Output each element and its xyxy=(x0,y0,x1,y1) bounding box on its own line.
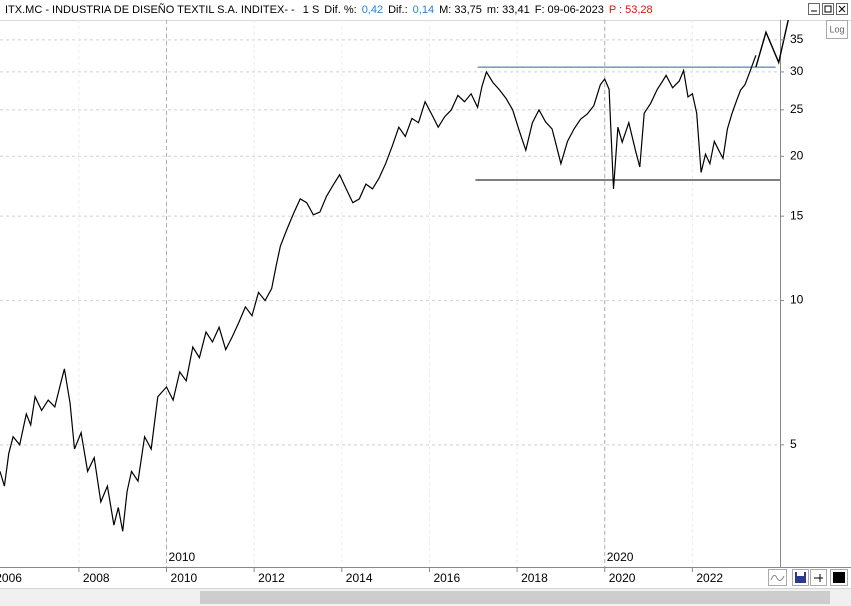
icon xyxy=(824,5,832,13)
icon xyxy=(797,572,804,576)
scrollbar[interactable] xyxy=(0,588,851,606)
icon xyxy=(770,574,785,582)
info-item: 1 S xyxy=(302,4,320,16)
x-tick-label: 2014 xyxy=(346,571,373,585)
info-item: 0,42 xyxy=(361,4,384,16)
x-tick-label: 2006 xyxy=(0,571,22,585)
y-tick-label: 15 xyxy=(790,208,804,222)
info-item: Dif.: xyxy=(388,4,408,16)
x-tick-label: 2008 xyxy=(83,571,110,585)
decade-label: 2020 xyxy=(607,550,634,564)
x-tick-label: 2012 xyxy=(258,571,285,585)
x-tick-label: 2020 xyxy=(609,571,636,585)
y-tick-label: 35 xyxy=(790,32,804,46)
tool-button[interactable] xyxy=(768,569,787,586)
info-item: M: 33,75 xyxy=(439,4,482,16)
x-tick-label: 2010 xyxy=(171,571,198,585)
overlay xyxy=(755,20,789,68)
y-tick-label: 5 xyxy=(790,437,797,451)
price-line xyxy=(0,55,757,532)
chart-title: ITX.MC - INDUSTRIA DE DISEÑO TEXTIL S.A.… xyxy=(5,4,295,16)
y-tick-label: 25 xyxy=(790,102,804,116)
icon xyxy=(833,572,845,583)
window-buttons[interactable] xyxy=(808,3,848,17)
x-tick-label: 2022 xyxy=(696,571,723,585)
info-item: m: 33,41 xyxy=(486,4,530,16)
title-bar: ITX.MC - INDUSTRIA DE DISEÑO TEXTIL S.A.… xyxy=(0,0,851,21)
x-tick-label: 2016 xyxy=(433,571,460,585)
log-button-label: Log xyxy=(829,24,844,34)
projection-line xyxy=(755,20,789,68)
y-tick-label: 30 xyxy=(790,64,804,78)
maximize-button[interactable] xyxy=(822,3,834,15)
info-item: P : 53,28 xyxy=(608,4,653,16)
info-item: 0,14 xyxy=(412,4,435,16)
scroll-thumb[interactable] xyxy=(200,591,830,604)
minimize-button[interactable] xyxy=(808,3,820,15)
y-tick-label: 10 xyxy=(790,293,804,307)
log-button[interactable] xyxy=(826,20,848,39)
decade-label: 2010 xyxy=(169,550,196,564)
x-tick-label: 2018 xyxy=(521,571,548,585)
icon xyxy=(814,574,823,582)
y-tick-label: 20 xyxy=(790,148,804,162)
plot-area: 2010 2020 xyxy=(0,20,780,567)
icon xyxy=(795,572,806,583)
x-axis: 2006 2008 2010 2012 2014 2016 2018 2020 2022 xyxy=(0,568,848,586)
info-item: F: 09-06-2023 xyxy=(534,4,604,16)
chart: 2010 2020 Log 5 10 15 20 25 30 35 xyxy=(0,20,851,568)
info-item: Dif. %: xyxy=(324,4,357,16)
icon xyxy=(838,5,846,13)
